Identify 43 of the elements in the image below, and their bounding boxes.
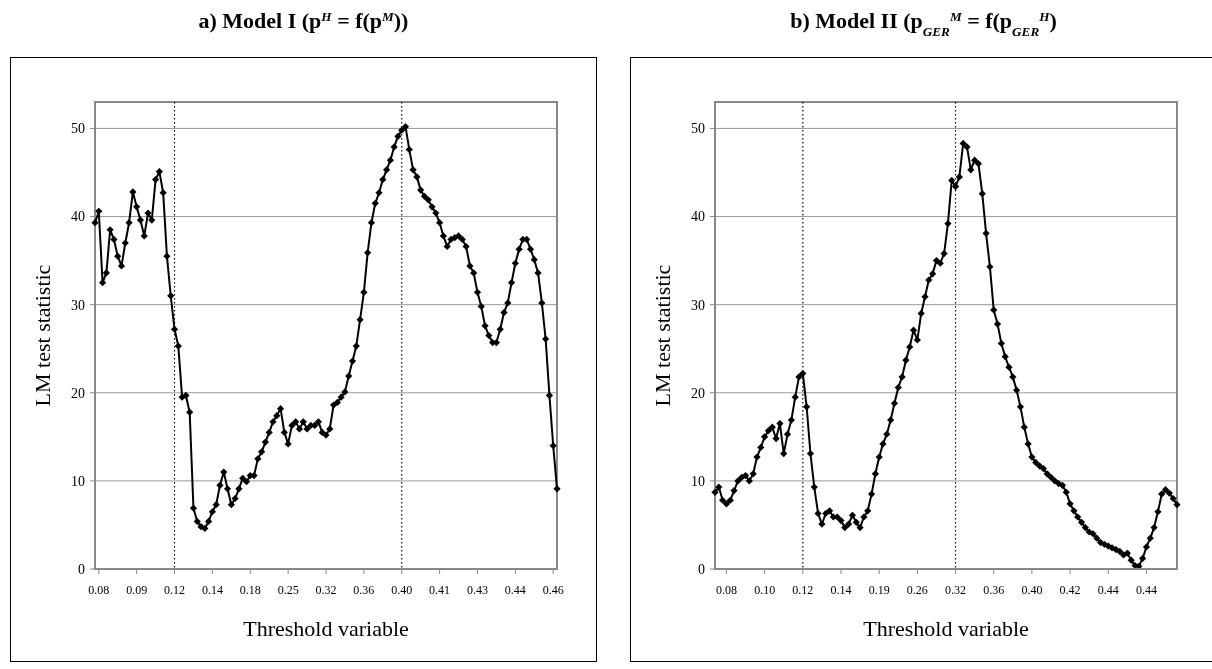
y-tick-label: 20 — [691, 385, 705, 401]
x-tick-label: 0.43 — [466, 583, 488, 597]
x-tick-label: 0.25 — [277, 583, 299, 597]
x-tick-label: 0.18 — [239, 583, 261, 597]
x-tick-label: 0.40 — [1021, 583, 1043, 597]
x-tick-label: 0.09 — [126, 583, 148, 597]
y-tick-label: 30 — [691, 297, 705, 313]
x-tick-label: 0.12 — [164, 583, 186, 597]
x-tick-label: 0.42 — [1059, 583, 1081, 597]
y-tick-label: 0 — [78, 561, 85, 577]
y-tick-label: 50 — [71, 121, 85, 137]
x-tick-label: 0.08 — [88, 583, 110, 597]
x-tick-label: 0.32 — [315, 583, 337, 597]
x-axis-title: Threshold variable — [863, 616, 1029, 641]
x-tick-label: 0.41 — [429, 583, 451, 597]
x-tick-label: 0.44 — [1097, 583, 1119, 597]
y-tick-label: 30 — [71, 297, 85, 313]
y-tick-label: 10 — [691, 473, 705, 489]
x-tick-label: 0.26 — [906, 583, 928, 597]
chart-title: b) Model II (p$_{GER}$$^{M}$ = f(p$_{GER}$$^{H}$) — [790, 8, 1057, 39]
y-tick-label: 50 — [691, 121, 705, 137]
y-tick-label: 10 — [71, 473, 85, 489]
x-tick-label: 0.10 — [754, 583, 776, 597]
chart-title: a) Model I (p$^{H}$ = f(p$^{M}$)) — [198, 8, 409, 33]
y-tick-label: 0 — [698, 561, 705, 577]
y-tick-label: 20 — [71, 385, 85, 401]
x-tick-label: 0.36 — [983, 583, 1005, 597]
x-tick-label: 0.08 — [715, 583, 737, 597]
y-axis-title: LM test statistic — [650, 264, 675, 407]
x-tick-label: 0.32 — [945, 583, 967, 597]
x-tick-label: 0.44 — [1135, 583, 1157, 597]
y-tick-label: 40 — [71, 209, 85, 225]
x-axis-title: Threshold variable — [243, 616, 409, 641]
y-tick-label: 40 — [691, 209, 705, 225]
x-tick-label: 0.36 — [353, 583, 375, 597]
y-axis-title: LM test statistic — [30, 264, 55, 407]
x-tick-label: 0.19 — [868, 583, 890, 597]
x-tick-label: 0.44 — [504, 583, 526, 597]
x-tick-label: 0.14 — [830, 583, 852, 597]
x-tick-label: 0.12 — [792, 583, 814, 597]
x-tick-label: 0.46 — [542, 583, 564, 597]
x-tick-label: 0.14 — [201, 583, 223, 597]
x-tick-label: 0.40 — [391, 583, 413, 597]
